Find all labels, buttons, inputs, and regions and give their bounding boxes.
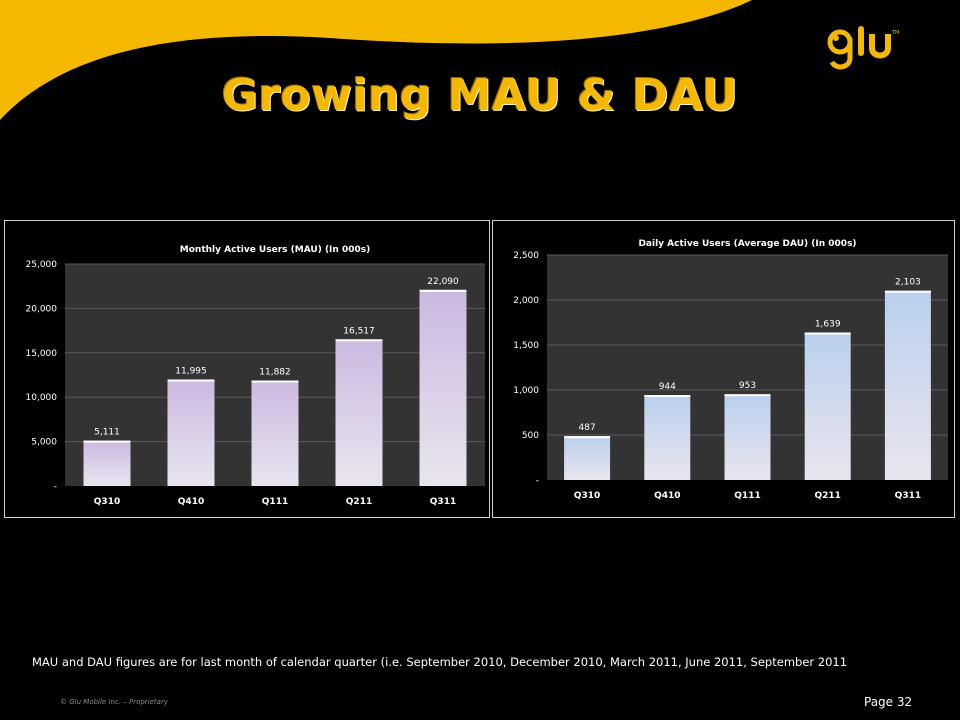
data-label: 944 bbox=[659, 382, 676, 392]
bar-top-highlight bbox=[724, 394, 771, 397]
y-tick-label: 10,000 bbox=[26, 393, 58, 403]
y-tick-label: - bbox=[54, 482, 57, 492]
bar-q410 bbox=[644, 395, 691, 480]
x-tick-label: Q311 bbox=[895, 491, 921, 501]
x-tick-label: Q310 bbox=[94, 497, 120, 507]
bar-q211 bbox=[335, 339, 383, 486]
bar-top-highlight bbox=[804, 332, 851, 335]
page-number: Page 32 bbox=[864, 695, 913, 709]
data-label: 16,517 bbox=[343, 326, 375, 336]
x-tick-label: Q311 bbox=[430, 497, 456, 507]
footnote: MAU and DAU figures are for last month o… bbox=[32, 655, 848, 669]
bar-top-highlight bbox=[251, 380, 299, 383]
y-tick-label: 2,000 bbox=[513, 296, 539, 306]
y-tick-label: 20,000 bbox=[26, 304, 58, 314]
data-label: 5,111 bbox=[94, 428, 120, 438]
data-label: 22,090 bbox=[427, 277, 459, 287]
bar-top-highlight bbox=[419, 289, 467, 292]
bar-top-highlight bbox=[335, 339, 383, 342]
data-label: 953 bbox=[739, 381, 756, 391]
y-tick-label: 25,000 bbox=[26, 260, 58, 270]
bar-q211 bbox=[804, 332, 851, 480]
chart-title: Daily Active Users (Average DAU) (In 000… bbox=[638, 239, 856, 249]
x-tick-label: Q410 bbox=[178, 497, 204, 507]
bar-q111 bbox=[724, 394, 771, 480]
y-tick-label: 500 bbox=[522, 431, 539, 441]
bar-top-highlight bbox=[564, 436, 611, 439]
bar-q410 bbox=[167, 379, 215, 486]
slide-title: Growing MAU & DAU bbox=[221, 70, 739, 121]
x-tick-label: Q310 bbox=[574, 491, 600, 501]
x-tick-label: Q111 bbox=[734, 491, 760, 501]
dau-bar-chart: Daily Active Users (Average DAU) (In 000… bbox=[513, 239, 948, 501]
bar-q310 bbox=[83, 440, 131, 486]
data-label: 11,995 bbox=[175, 366, 207, 376]
y-tick-label: 15,000 bbox=[26, 349, 58, 359]
bar-top-highlight bbox=[167, 379, 215, 382]
x-tick-label: Q211 bbox=[814, 491, 840, 501]
data-label: 2,103 bbox=[895, 278, 921, 288]
bar-q311 bbox=[884, 290, 931, 480]
bar-top-highlight bbox=[884, 290, 931, 293]
x-tick-label: Q211 bbox=[346, 497, 372, 507]
bar-q310 bbox=[564, 436, 611, 480]
bar-q311 bbox=[419, 289, 467, 486]
y-tick-label: 1,500 bbox=[513, 341, 539, 351]
y-tick-label: 2,500 bbox=[513, 251, 539, 261]
glu-logo: TM bbox=[826, 24, 902, 76]
y-tick-label: 1,000 bbox=[513, 386, 539, 396]
svg-text:TM: TM bbox=[891, 30, 899, 36]
data-label: 1,639 bbox=[815, 319, 841, 329]
data-label: 11,882 bbox=[259, 367, 291, 377]
y-tick-label: 5,000 bbox=[31, 438, 57, 448]
chart-title: Monthly Active Users (MAU) (In 000s) bbox=[180, 245, 370, 255]
copyright-notice: © Glu Mobile Inc. – Proprietary bbox=[60, 698, 168, 706]
mau-bar-chart: Monthly Active Users (MAU) (In 000s) - 5,0… bbox=[26, 245, 485, 507]
dau-chart-panel: Daily Active Users (Average DAU) (In 000… bbox=[492, 220, 955, 518]
x-tick-label: Q410 bbox=[654, 491, 680, 501]
mau-chart-panel: Monthly Active Users (MAU) (In 000s) - 5,0… bbox=[4, 220, 490, 518]
y-tick-label: - bbox=[536, 476, 539, 486]
bar-top-highlight bbox=[644, 395, 691, 398]
bar-q111 bbox=[251, 380, 299, 486]
bar-top-highlight bbox=[83, 440, 131, 443]
x-tick-label: Q111 bbox=[262, 497, 288, 507]
data-label: 487 bbox=[579, 423, 596, 433]
